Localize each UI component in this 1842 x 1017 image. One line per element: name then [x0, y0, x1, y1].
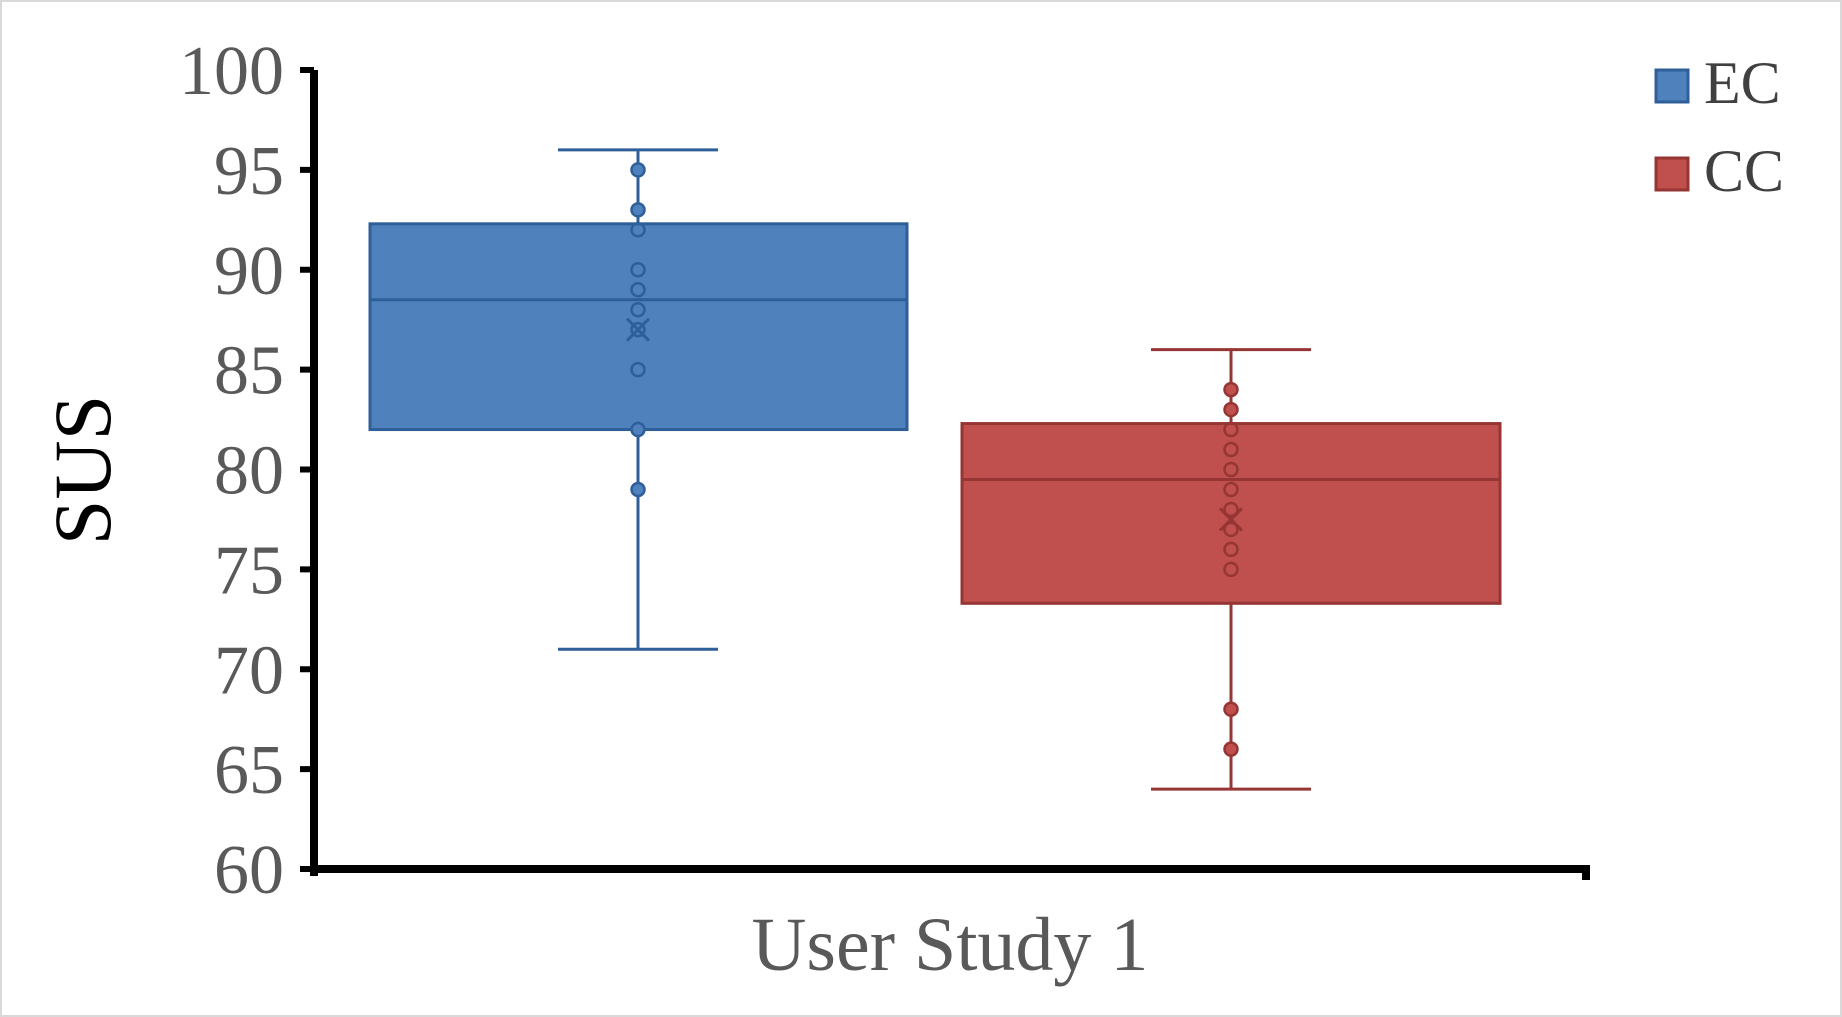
- data-point: [630, 421, 646, 438]
- iqr-box: [960, 422, 1502, 605]
- data-point: [1223, 461, 1239, 478]
- mean-marker: [1218, 507, 1244, 532]
- data-point: [630, 481, 646, 498]
- axes: [310, 70, 1590, 880]
- legend-swatch-cc: [1654, 156, 1690, 192]
- data-point: [1223, 381, 1239, 398]
- legend-swatch-ec: [1654, 68, 1690, 104]
- data-point: [1223, 701, 1239, 717]
- data-point: [1223, 501, 1239, 518]
- x-category-label: User Study 1: [752, 903, 1149, 987]
- legend-label-ec: EC: [1704, 50, 1781, 116]
- data-point: [630, 222, 646, 238]
- data-point: [630, 162, 646, 178]
- data-point: [1223, 521, 1239, 538]
- data-point: [630, 262, 646, 278]
- y-tick-label: 70: [214, 632, 284, 709]
- y-axis-title: SUS: [37, 395, 128, 545]
- iqr-box: [368, 222, 909, 432]
- y-tick-label: 95: [214, 133, 284, 210]
- data-point: [630, 321, 646, 338]
- box-plot-series: [368, 148, 1502, 791]
- y-tick-label: 80: [214, 433, 284, 510]
- data-point: [1223, 541, 1239, 558]
- y-tick-label: 65: [214, 732, 284, 809]
- data-point: [1223, 741, 1239, 757]
- mean-marker: [625, 317, 651, 342]
- data-point: [1223, 421, 1239, 438]
- data-point: [1223, 561, 1239, 578]
- y-tick-label: 60: [214, 832, 284, 909]
- data-point: [1223, 441, 1239, 458]
- legend-label-cc: CC: [1704, 138, 1784, 204]
- legend: EC CC: [1654, 50, 1784, 204]
- y-axis-ticks: 60 65 70 75 80 85 90 95 100: [179, 33, 314, 909]
- box-ec: [368, 148, 909, 651]
- data-point: [630, 202, 646, 218]
- data-point: [630, 301, 646, 318]
- y-tick-label: 90: [214, 233, 284, 310]
- y-tick-label: 100: [179, 33, 284, 110]
- data-point: [1223, 481, 1239, 498]
- data-point: [630, 361, 646, 378]
- y-tick-label: 85: [214, 333, 284, 410]
- y-tick-label: 75: [214, 532, 284, 609]
- data-point: [630, 281, 646, 298]
- box-cc: [960, 348, 1502, 791]
- data-point: [1223, 401, 1239, 418]
